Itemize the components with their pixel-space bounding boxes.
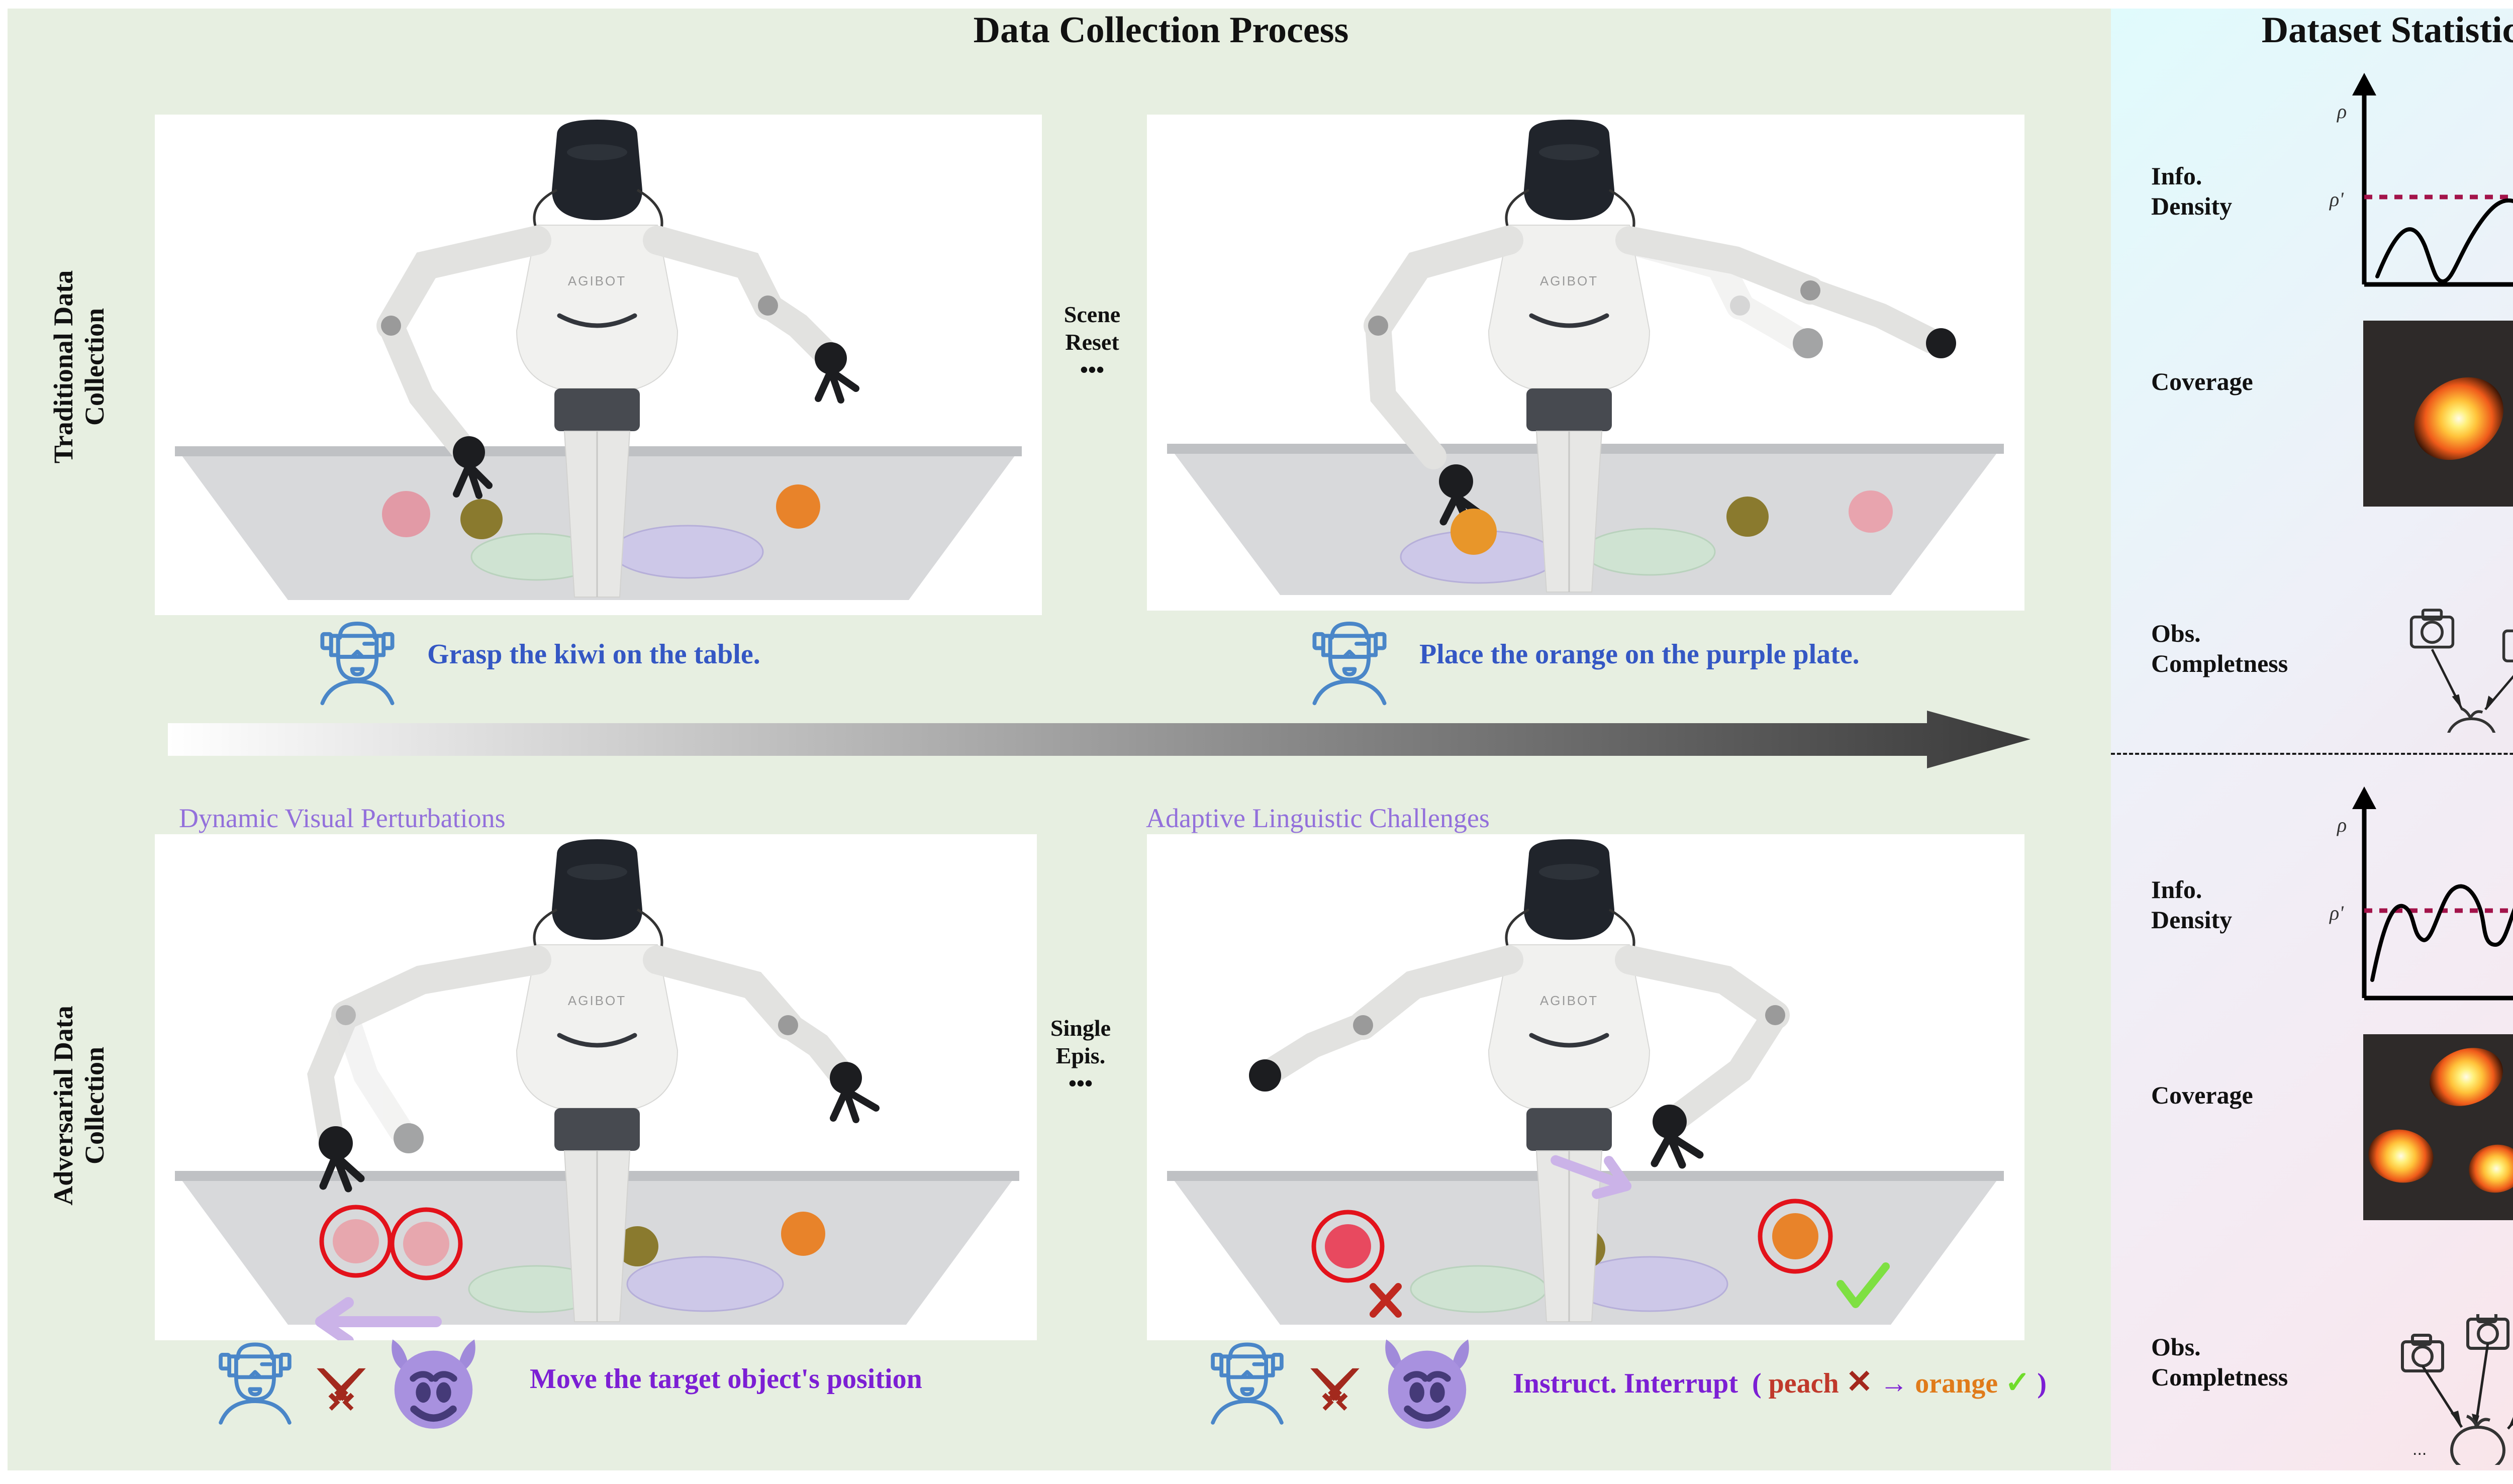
svg-text:AGIBOT: AGIBOT: [568, 273, 626, 288]
svg-text:...: ...: [2412, 1440, 2427, 1459]
svg-text:ρ: ρ: [2336, 100, 2347, 123]
svg-text:AGIBOT: AGIBOT: [1540, 993, 1598, 1008]
svg-text:AGIBOT: AGIBOT: [568, 993, 626, 1008]
svg-text:ρ': ρ': [2329, 188, 2344, 211]
svg-text:ρ: ρ: [2336, 814, 2347, 836]
svg-text:ρ': ρ': [2329, 902, 2344, 924]
svg-text:AGIBOT: AGIBOT: [1540, 273, 1598, 288]
